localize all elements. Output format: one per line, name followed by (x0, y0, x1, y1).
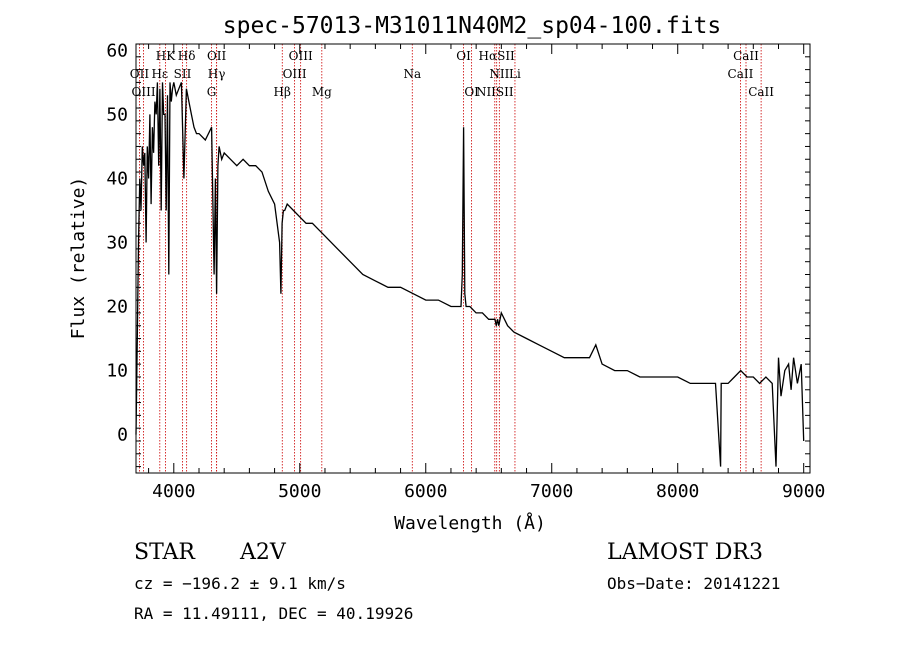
spectral-line-label: NII (489, 67, 509, 81)
spectral-line-label: OII (207, 49, 227, 63)
spectral-line-label: Hβ (274, 85, 291, 99)
spectral-line-label: OI (456, 49, 471, 63)
spectral-lines (139, 44, 762, 473)
y-tick-label: 0 (117, 425, 128, 446)
spectral-line-label: Hδ (178, 49, 196, 63)
spectral-line-label: HK (156, 49, 176, 63)
y-tick-label: 40 (106, 168, 128, 189)
y-tick-label: 60 (106, 40, 128, 61)
y-tick-label: 20 (106, 297, 128, 318)
object-subclass: A2V (239, 540, 287, 565)
spectral-line-label: OIII (132, 85, 156, 99)
x-tick-label: 8000 (656, 481, 699, 502)
x-tick-label: 9000 (782, 481, 825, 502)
spectral-line-label: CaII (728, 67, 754, 81)
y-tick-label: 30 (106, 232, 128, 253)
spectral-line-label: Li (509, 67, 521, 81)
spectral-line-label: OII (130, 67, 150, 81)
coordinates: RA = 11.49111, DEC = 40.19926 (134, 604, 413, 623)
axis-ticks: 4000 5000 6000 7000 8000 9000 0 10 20 30 40 50 60 (106, 40, 825, 502)
spectral-line-label: NIISII (476, 85, 514, 99)
x-tick-label: 7000 (530, 481, 573, 502)
redshift-velocity: cz = −196.2 ± 9.1 km/s (134, 574, 346, 593)
observation-date: Obs−Date: 20141221 (607, 574, 780, 593)
x-tick-label: 4000 (152, 481, 195, 502)
chart-title: spec-57013-M31011N40M2_sp04-100.fits (223, 13, 722, 39)
spectral-line-label: Hγ (208, 67, 226, 81)
x-tick-label: 6000 (404, 481, 447, 502)
spectral-line-label: OI (464, 85, 479, 99)
y-tick-label: 50 (106, 104, 128, 125)
spectral-line-label: G (207, 85, 217, 99)
spectrum-series-line (135, 82, 805, 467)
y-axis-label: Flux (relative) (68, 177, 89, 340)
spectral-line-label: Na (403, 67, 421, 81)
x-tick-label: 5000 (278, 481, 321, 502)
spectral-line-label: Hε (151, 67, 168, 81)
spectral-line-label: CaII (733, 49, 759, 63)
spectral-line-label: SII (174, 67, 192, 81)
spectral-line-label: OIII (289, 49, 313, 63)
spectral-line-label: CaII (748, 85, 774, 99)
spectral-line-label: HαSII (479, 49, 516, 63)
object-type: STAR (134, 540, 196, 565)
survey-name: LAMOST DR3 (607, 540, 763, 565)
x-axis-label: Wavelength (Å) (394, 512, 546, 534)
plot-frame (135, 43, 811, 474)
spectral-line-label: OIII (283, 67, 307, 81)
spectral-line-label: Mg (312, 85, 332, 99)
y-tick-label: 10 (106, 361, 128, 382)
